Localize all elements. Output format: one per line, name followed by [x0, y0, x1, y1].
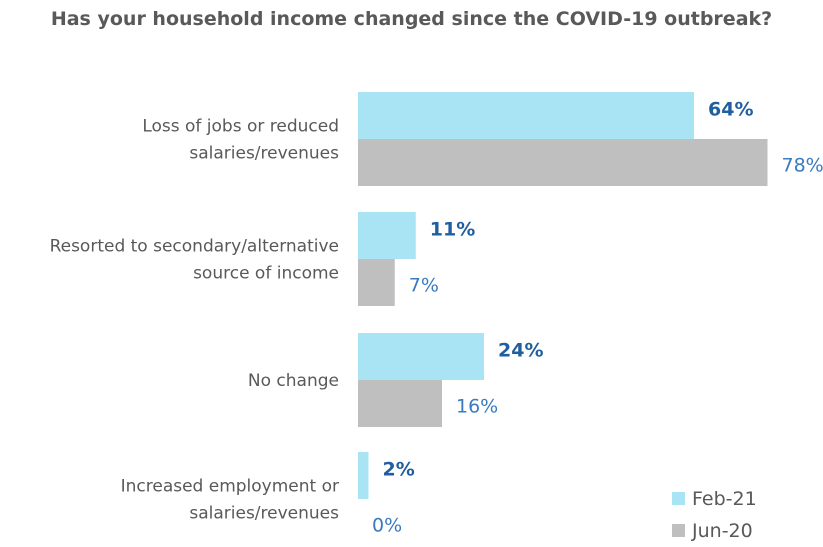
- bar-feb-21: [358, 92, 694, 139]
- bar-feb-21: [358, 333, 484, 380]
- legend-label: Jun-20: [691, 520, 753, 542]
- legend: Feb-21 Jun-20: [672, 488, 757, 542]
- data-label: 0%: [372, 515, 402, 537]
- category-label: Resorted to secondary/alternative source …: [50, 237, 339, 284]
- bar-jun-20: [358, 139, 768, 186]
- data-label: 7%: [409, 275, 439, 297]
- legend-label: Feb-21: [692, 488, 757, 510]
- legend-swatch: [672, 492, 685, 505]
- value-labels: 64% 78% 11% 7% 24% 16% 2% 0%: [372, 99, 823, 537]
- category-label: Loss of jobs or reduced salaries/revenues: [142, 117, 339, 164]
- category-label: No change: [248, 371, 339, 391]
- bar-feb-21: [358, 212, 416, 259]
- bars: [358, 92, 768, 499]
- bar-feb-21: [358, 452, 369, 499]
- data-label: 78%: [782, 155, 823, 177]
- data-label: 11%: [430, 219, 475, 241]
- data-label: 16%: [456, 396, 498, 418]
- bar-jun-20: [358, 259, 395, 306]
- legend-swatch: [672, 524, 685, 537]
- category-label: Increased employment or salaries/revenues: [121, 477, 340, 524]
- data-label: 24%: [498, 340, 543, 362]
- chart-title: Has your household income changed since …: [50, 8, 773, 30]
- bar-jun-20: [358, 380, 442, 427]
- data-label: 2%: [383, 459, 415, 481]
- category-labels: Loss of jobs or reduced salaries/revenues…: [50, 117, 340, 524]
- data-label: 64%: [708, 99, 753, 121]
